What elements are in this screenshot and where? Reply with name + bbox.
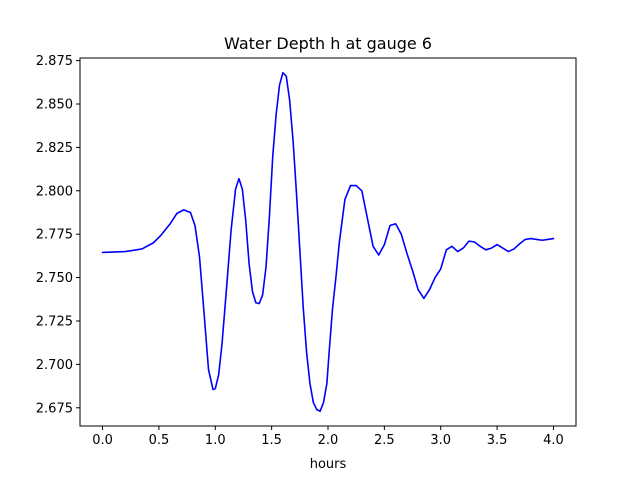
x-tick-label: 0.0 bbox=[92, 433, 113, 448]
y-tick-label: 2.800 bbox=[36, 184, 73, 199]
chart-title: Water Depth h at gauge 6 bbox=[224, 34, 432, 53]
x-tick-label: 0.5 bbox=[149, 433, 170, 448]
x-tick-label: 3.0 bbox=[430, 433, 451, 448]
x-tick-label: 2.0 bbox=[318, 433, 339, 448]
x-tick-label: 2.5 bbox=[374, 433, 395, 448]
y-tick-label: 2.775 bbox=[36, 228, 73, 243]
y-tick-label: 2.700 bbox=[36, 358, 73, 373]
y-tick-label: 2.725 bbox=[36, 314, 73, 329]
series-line-0 bbox=[101, 71, 555, 413]
x-tick-label: 1.5 bbox=[261, 433, 282, 448]
y-tick-label: 2.825 bbox=[36, 141, 73, 156]
x-axis-label: hours bbox=[310, 457, 347, 472]
x-tick-label: 3.5 bbox=[487, 433, 508, 448]
y-tick-label: 2.750 bbox=[36, 271, 73, 286]
x-tick-label: 4.0 bbox=[543, 433, 564, 448]
x-tick-label: 1.0 bbox=[205, 433, 226, 448]
y-tick-label: 2.675 bbox=[36, 401, 73, 416]
y-tick-label: 2.875 bbox=[36, 54, 73, 69]
y-tick-label: 2.850 bbox=[36, 98, 73, 113]
